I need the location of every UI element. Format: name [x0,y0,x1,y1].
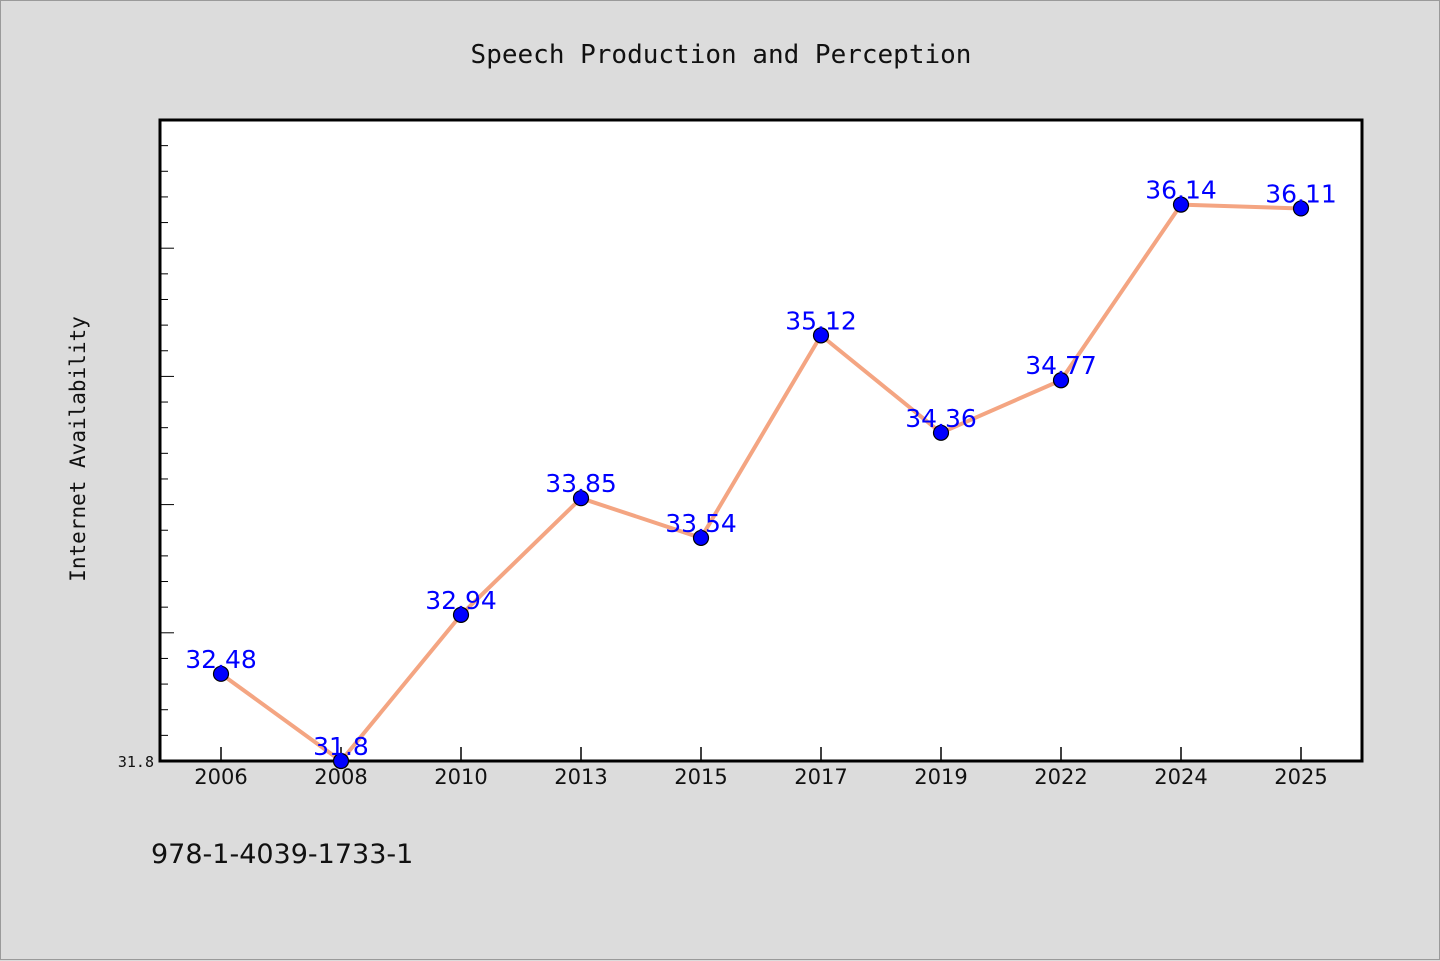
y-axis-tick-labels: 31.8 [118,753,154,771]
data-point [332,752,350,770]
y-axis-minor-ticks [160,145,174,736]
data-label: 34.77 [1025,351,1097,380]
data-label: 33.54 [665,509,737,538]
data-label: 34.36 [905,404,977,433]
x-tick-label: 2019 [914,765,967,789]
x-tick-label: 2013 [554,765,607,789]
x-axis-tick-labels: 2006 2008 2010 2013 2015 2017 2019 2022 2024 2025 [194,765,1327,789]
data-point [1172,196,1190,213]
data-point [1292,200,1310,217]
x-tick-label: 2006 [194,765,247,789]
series-line [219,202,1302,763]
data-markers [212,196,1310,770]
y-axis-label: Internet Availability [66,316,90,582]
series-lines [219,202,1302,763]
data-point [932,424,950,441]
data-label: 31.8 [313,732,369,761]
data-labels: 32.48 31.8 32.94 33.85 33.54 35.12 34.36 34.77 3… [185,176,1337,761]
x-tick-label: 2010 [434,765,487,789]
data-label: 36.14 [1145,176,1217,205]
data-point [1052,372,1070,389]
x-tick-label: 2017 [794,765,847,789]
x-tick-label: 2015 [674,765,727,789]
data-label: 33.85 [545,469,617,498]
data-point [812,327,830,344]
x-tick-label: 2024 [1154,765,1207,789]
data-label: 35.12 [785,306,857,335]
y-tick-label: 31.8 [118,753,154,771]
isbn-label: 978-1-4039-1733-1 [151,839,413,870]
data-point [572,490,590,507]
data-point [212,665,230,682]
x-tick-label: 2022 [1034,765,1087,789]
chart-title: Speech Production and Perception [471,40,972,70]
data-label: 32.48 [185,645,257,674]
data-point [452,606,470,623]
data-point [692,529,710,547]
data-label: 32.94 [425,586,497,615]
data-label: 36.11 [1265,179,1337,208]
x-tick-label: 2025 [1274,765,1327,789]
